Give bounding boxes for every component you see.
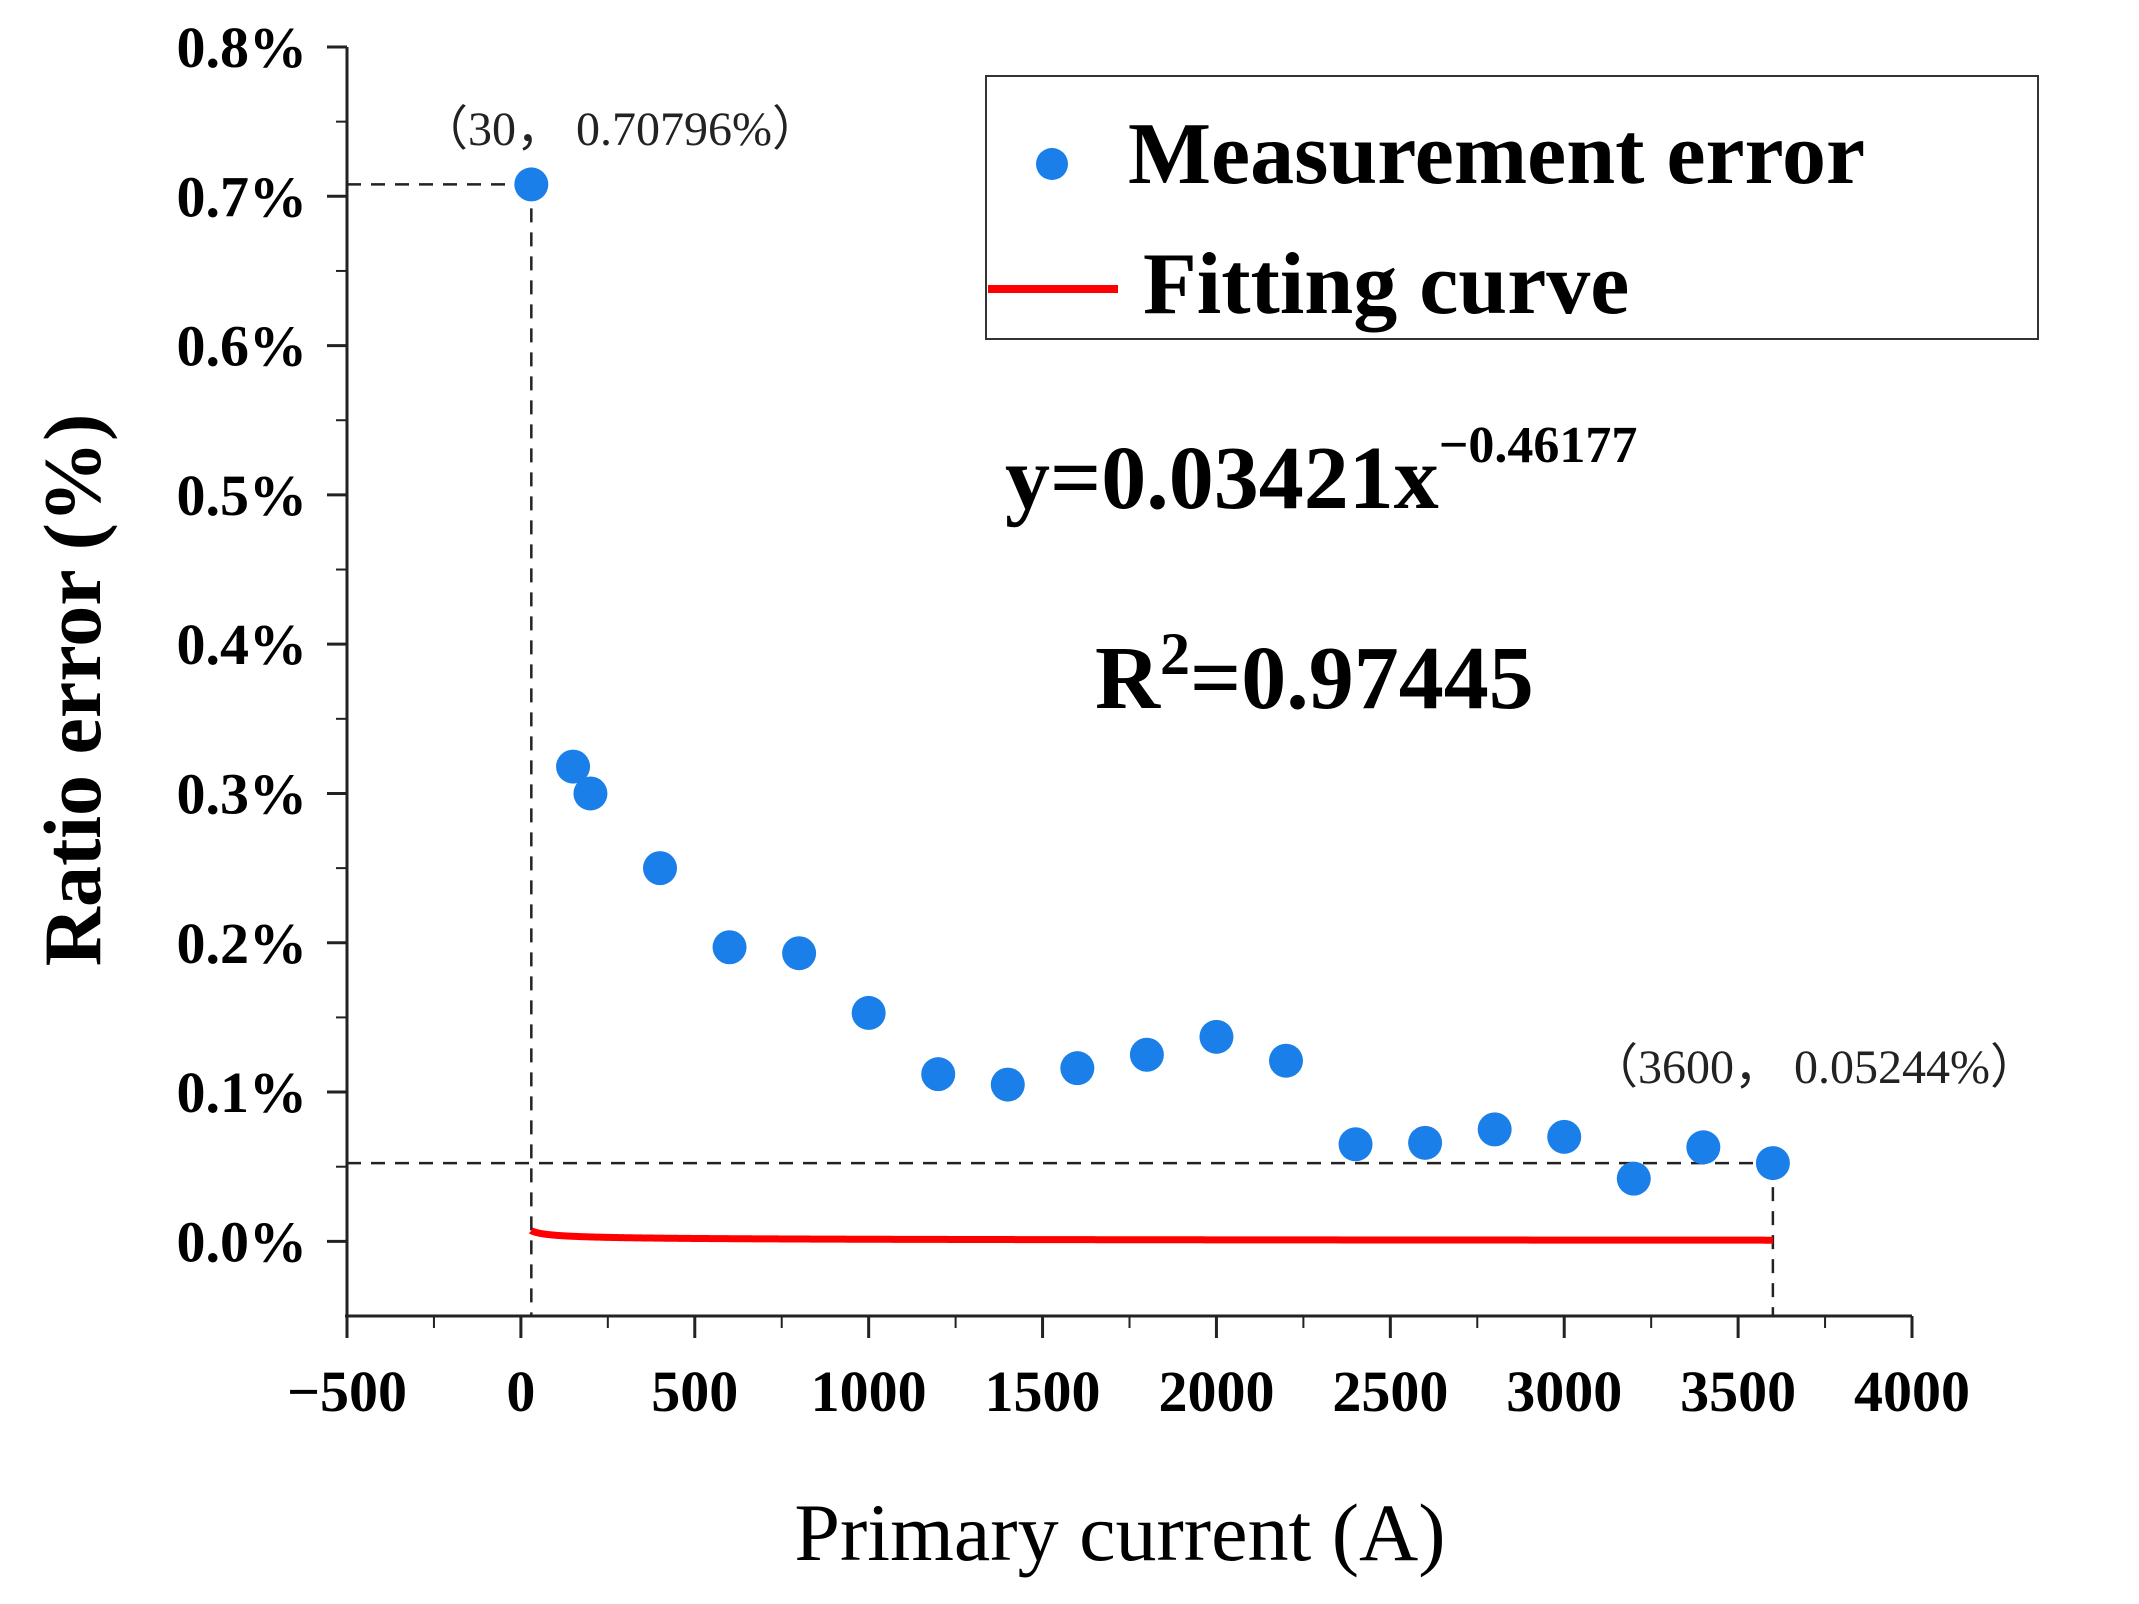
x-tick-label: 0 xyxy=(506,1359,535,1424)
r-squared-value: =0.97445 xyxy=(1190,629,1534,728)
measurement-point xyxy=(851,995,886,1030)
measurement-point xyxy=(1755,1146,1790,1181)
y-tick-label: 0.2% xyxy=(177,911,308,976)
x-tick-label: 3500 xyxy=(1680,1359,1796,1424)
x-axis-label: Primary current (A) xyxy=(794,1487,1445,1578)
y-tick-label: 0.8% xyxy=(177,15,308,80)
axes xyxy=(327,45,1914,1338)
y-tick-label: 0.3% xyxy=(177,761,308,826)
measurement-point xyxy=(1060,1051,1095,1086)
measurement-point xyxy=(921,1057,956,1092)
measurement-point xyxy=(990,1067,1025,1102)
y-tick-label: 0.6% xyxy=(177,314,308,379)
measurement-point xyxy=(514,167,549,202)
y-tick-label: 0.7% xyxy=(177,164,308,229)
x-tick-label: 3000 xyxy=(1506,1359,1622,1424)
legend-label-fit: Fitting curve xyxy=(1143,236,1629,333)
x-tick-label: 1500 xyxy=(985,1359,1101,1424)
measurement-point xyxy=(1269,1043,1303,1078)
measurement-point xyxy=(782,936,817,971)
x-tick-label: 2000 xyxy=(1158,1359,1274,1424)
measurement-point xyxy=(556,749,591,784)
measurement-point xyxy=(1547,1119,1582,1154)
measurement-point xyxy=(1129,1037,1164,1072)
r-squared: R2=0.97445 xyxy=(1095,621,1534,728)
point-end-annotation: （3600， 0.05244%） xyxy=(1590,1041,2038,1094)
point-start-annotation: （30， 0.70796%） xyxy=(420,103,820,156)
scatter-points xyxy=(514,167,1790,1196)
measurement-point xyxy=(1686,1130,1721,1165)
fit-curve-layer xyxy=(527,1227,1773,1244)
y-tick-label: 0.0% xyxy=(177,1209,308,1274)
x-tick-label: 4000 xyxy=(1854,1359,1970,1424)
fit-equation-exponent: −0.46177 xyxy=(1439,417,1638,474)
fit-equation-main: y=0.03421x xyxy=(1005,429,1439,528)
x-tick-label: 1000 xyxy=(811,1359,927,1424)
tick-labels: −500 0 500 1000 1500 2000 2500 3000 3500 4000 0.0%… xyxy=(177,15,1971,1424)
x-tick-label: 500 xyxy=(651,1359,738,1424)
fit-equation: y=0.03421x−0.46177 xyxy=(1005,417,1637,528)
measurement-point xyxy=(1408,1125,1443,1160)
measurement-point xyxy=(1199,1019,1234,1054)
measurement-point xyxy=(712,930,747,965)
y-tick-label: 0.4% xyxy=(177,612,308,677)
legend-marker-measurement xyxy=(1036,148,1068,180)
fit-curve xyxy=(527,1227,1773,1244)
measurement-point xyxy=(1616,1161,1651,1196)
r-squared-exponent: 2 xyxy=(1160,621,1190,687)
measurement-point xyxy=(643,851,677,886)
legend-label-measurement: Measurement error xyxy=(1128,106,1865,203)
measurement-point xyxy=(1477,1112,1512,1147)
y-axis-label: Ratio error (%) xyxy=(27,414,118,967)
legend: Measurement error Fitting curve xyxy=(985,75,2039,340)
measurement-point xyxy=(573,776,608,811)
legend-box xyxy=(985,75,2039,340)
x-tick-label: 2500 xyxy=(1332,1359,1448,1424)
r-squared-base: R xyxy=(1095,629,1161,728)
y-tick-label: 0.5% xyxy=(177,463,308,528)
y-tick-label: 0.1% xyxy=(177,1060,308,1125)
x-tick-label: −500 xyxy=(287,1359,407,1424)
measurement-point xyxy=(1338,1127,1373,1162)
